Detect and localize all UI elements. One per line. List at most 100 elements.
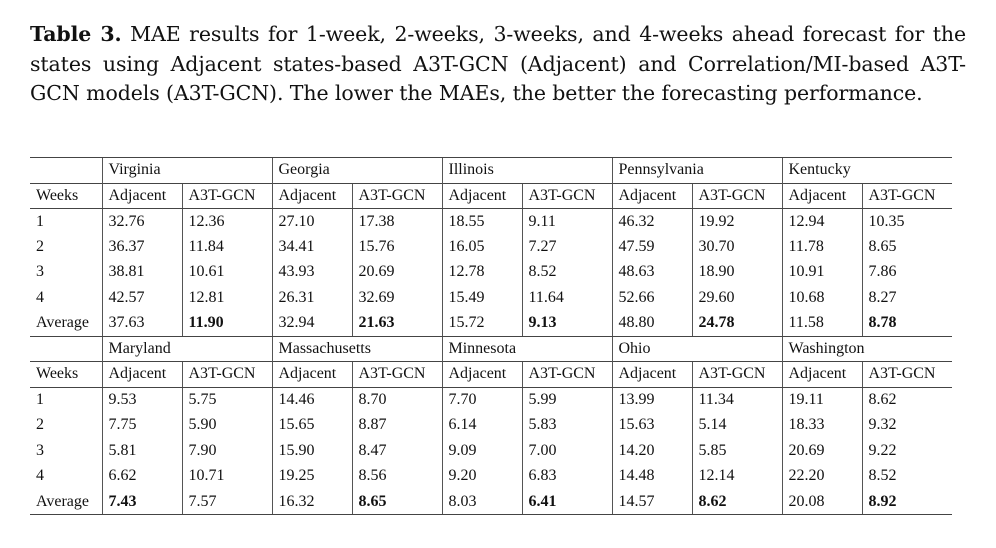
mae-value-cell: 15.65	[271, 412, 352, 438]
table-row: 1 32.76 12.36 27.10 17.38 18.55 9.11 46.32 19.92…	[30, 208, 952, 234]
weeks-cell: 4	[36, 288, 44, 306]
mae-value-cell: 9.32	[861, 412, 952, 438]
adjacent-header-cell: Adjacent	[781, 182, 862, 209]
mae-value-cell: 10.68	[781, 285, 862, 311]
mae-value-cell: 15.90	[271, 438, 352, 464]
mae-value-cell: 5.14	[691, 412, 782, 438]
empty-header-cell	[30, 335, 102, 362]
weeks-cell: 1	[36, 212, 44, 230]
mae-value-cell: 20.69	[351, 259, 442, 285]
mae-value-cell: 11.58	[781, 310, 862, 337]
mae-value-cell: 34.41	[271, 234, 352, 260]
mae-value-cell: 19.11	[781, 387, 862, 413]
mae-value-cell: 9.09	[441, 438, 522, 464]
state-header-cell: Maryland	[101, 335, 272, 362]
mae-value-cell: 11.78	[781, 234, 862, 260]
mae-value-cell: 8.47	[351, 438, 442, 464]
mae-value-cell: 15.72	[441, 310, 522, 337]
adjacent-header-cell: Adjacent	[271, 361, 352, 388]
adjacent-header-cell: Adjacent	[781, 361, 862, 388]
mae-value-cell: 11.34	[691, 387, 782, 413]
mae-value-cell: 6.83	[521, 463, 612, 489]
model-header-row: Weeks Adjacent A3T-GCN Adjacent A3T-GCN Adjac…	[30, 182, 952, 209]
mae-value-cell: 5.85	[691, 438, 782, 464]
mae-value-cell: 21.63	[351, 310, 442, 337]
state-header-cell: Kentucky	[781, 157, 952, 183]
empty-header-cell	[30, 157, 102, 183]
mae-value-cell: 8.27	[861, 285, 952, 311]
mae-value-cell: 36.37	[101, 234, 182, 260]
mae-value-cell: 20.69	[781, 438, 862, 464]
a3t-gcn-header-cell: A3T-GCN	[691, 361, 782, 388]
mae-value-cell: 8.65	[861, 234, 952, 260]
mae-value-cell: 32.69	[351, 285, 442, 311]
mae-value-cell: 37.63	[101, 310, 182, 337]
mae-value-cell: 7.57	[181, 489, 272, 515]
mae-value-cell: 8.52	[521, 259, 612, 285]
mae-value-cell: 8.56	[351, 463, 442, 489]
a3t-gcn-header-cell: A3T-GCN	[521, 182, 612, 209]
caption-label: Table 3.	[30, 22, 122, 46]
a3t-gcn-header-cell: A3T-GCN	[691, 182, 782, 209]
weeks-header-cell: Weeks	[30, 361, 102, 388]
adjacent-header-cell: Adjacent	[271, 182, 352, 209]
weeks-cell: 1	[36, 391, 44, 408]
average-row: Average 37.63 11.90 32.94 21.63 15.72 9.13 48.8…	[30, 310, 952, 337]
mae-value-cell: 8.87	[351, 412, 442, 438]
state-header-row: Virginia Georgia Illinois Pennsylvania Kentu…	[30, 157, 952, 183]
mae-value-cell: 42.57	[101, 285, 182, 311]
mae-value-cell: 10.61	[181, 259, 272, 285]
weeks-cell: 2	[36, 237, 44, 255]
state-header-cell: Massachusetts	[271, 335, 442, 362]
mae-value-cell: 29.60	[691, 285, 782, 311]
mae-value-cell: 48.80	[611, 310, 692, 337]
mae-value-cell: 7.86	[861, 259, 952, 285]
adjacent-header-cell: Adjacent	[101, 361, 182, 388]
mae-value-cell: 5.99	[521, 387, 612, 413]
mae-value-cell: 18.90	[691, 259, 782, 285]
mae-value-cell: 7.70	[441, 387, 522, 413]
weeks-header-cell: Weeks	[30, 182, 102, 209]
table-caption: Table 3. MAE results for 1-week, 2-weeks…	[30, 20, 966, 109]
table-row: 4 6.62 10.71 19.25 8.56 9.20 6.83 14.48 12.14 22.…	[30, 463, 952, 489]
mae-value-cell: 5.90	[181, 412, 272, 438]
mae-value-cell: 9.11	[521, 208, 612, 234]
weeks-cell: 2	[36, 416, 44, 434]
mae-value-cell: 14.46	[271, 387, 352, 413]
mae-value-cell: 12.94	[781, 208, 862, 234]
mae-value-cell: 8.65	[351, 489, 442, 515]
mae-value-cell: 7.43	[101, 489, 182, 515]
mae-value-cell: 8.62	[861, 387, 952, 413]
table-row: 2 7.75 5.90 15.65 8.87 6.14 5.83 15.63 5.14 18.33…	[30, 412, 952, 438]
mae-value-cell: 7.90	[181, 438, 272, 464]
mae-value-cell: 5.83	[521, 412, 612, 438]
mae-value-cell: 9.22	[861, 438, 952, 464]
mae-value-cell: 5.81	[101, 438, 182, 464]
mae-value-cell: 27.10	[271, 208, 352, 234]
a3t-gcn-header-cell: A3T-GCN	[861, 361, 952, 388]
state-header-cell: Georgia	[271, 157, 442, 183]
a3t-gcn-header-cell: A3T-GCN	[181, 361, 272, 388]
mae-value-cell: 12.78	[441, 259, 522, 285]
mae-value-cell: 8.70	[351, 387, 442, 413]
weeks-cell: 4	[36, 467, 44, 485]
mae-value-cell: 8.62	[691, 489, 782, 515]
mae-value-cell: 12.36	[181, 208, 272, 234]
weeks-cell: 3	[36, 263, 44, 281]
table-row: 4 42.57 12.81 26.31 32.69 15.49 11.64 52.66 29.6…	[30, 285, 952, 311]
mae-value-cell: 22.20	[781, 463, 862, 489]
a3t-gcn-header-cell: A3T-GCN	[351, 182, 442, 209]
mae-value-cell: 9.20	[441, 463, 522, 489]
mae-results-table: Virginia Georgia Illinois Pennsylvania Kentu…	[30, 157, 952, 515]
table-row: 1 9.53 5.75 14.46 8.70 7.70 5.99 13.99 11.34 19.1…	[30, 387, 952, 413]
mae-value-cell: 7.00	[521, 438, 612, 464]
model-header-row: Weeks Adjacent A3T-GCN Adjacent A3T-GCN Adjac…	[30, 361, 952, 388]
weeks-cell: 3	[36, 441, 44, 459]
state-header-cell: Washington	[781, 335, 952, 362]
weeks-cell: Average	[30, 489, 102, 515]
mae-value-cell: 18.55	[441, 208, 522, 234]
mae-value-cell: 15.63	[611, 412, 692, 438]
mae-value-cell: 52.66	[611, 285, 692, 311]
mae-value-cell: 15.49	[441, 285, 522, 311]
state-header-cell: Minnesota	[441, 335, 612, 362]
